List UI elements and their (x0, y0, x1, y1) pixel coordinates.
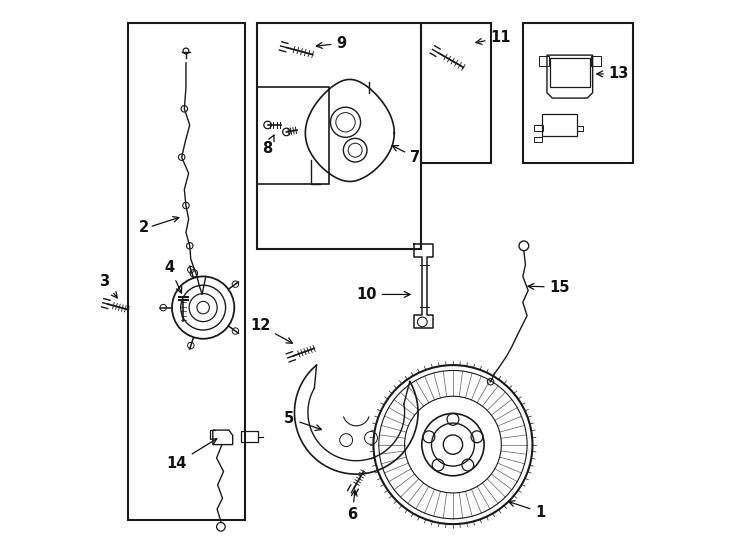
Bar (128, 23, 244, 520)
Bar (534, 125, 543, 131)
Text: 13: 13 (597, 66, 629, 82)
Bar (421, 23, 490, 163)
Text: 5: 5 (284, 411, 321, 430)
Text: 6: 6 (347, 490, 357, 523)
Bar (539, 56, 548, 66)
Bar (576, 126, 583, 131)
Text: 7: 7 (392, 146, 420, 165)
Text: 9: 9 (316, 36, 346, 51)
Bar (550, 58, 590, 87)
Text: 4: 4 (164, 260, 182, 293)
Bar (591, 56, 600, 66)
Text: 1: 1 (509, 501, 545, 519)
Text: 12: 12 (250, 318, 292, 343)
Bar (534, 137, 542, 142)
Text: 8: 8 (263, 135, 274, 156)
Text: 14: 14 (167, 438, 217, 471)
Text: 2: 2 (139, 220, 149, 234)
Text: 3: 3 (99, 274, 117, 298)
Bar (257, 23, 421, 248)
Text: 10: 10 (356, 287, 410, 302)
Text: 11: 11 (476, 30, 511, 45)
Bar (523, 23, 633, 163)
Bar (257, 87, 330, 184)
Text: 15: 15 (528, 280, 570, 295)
